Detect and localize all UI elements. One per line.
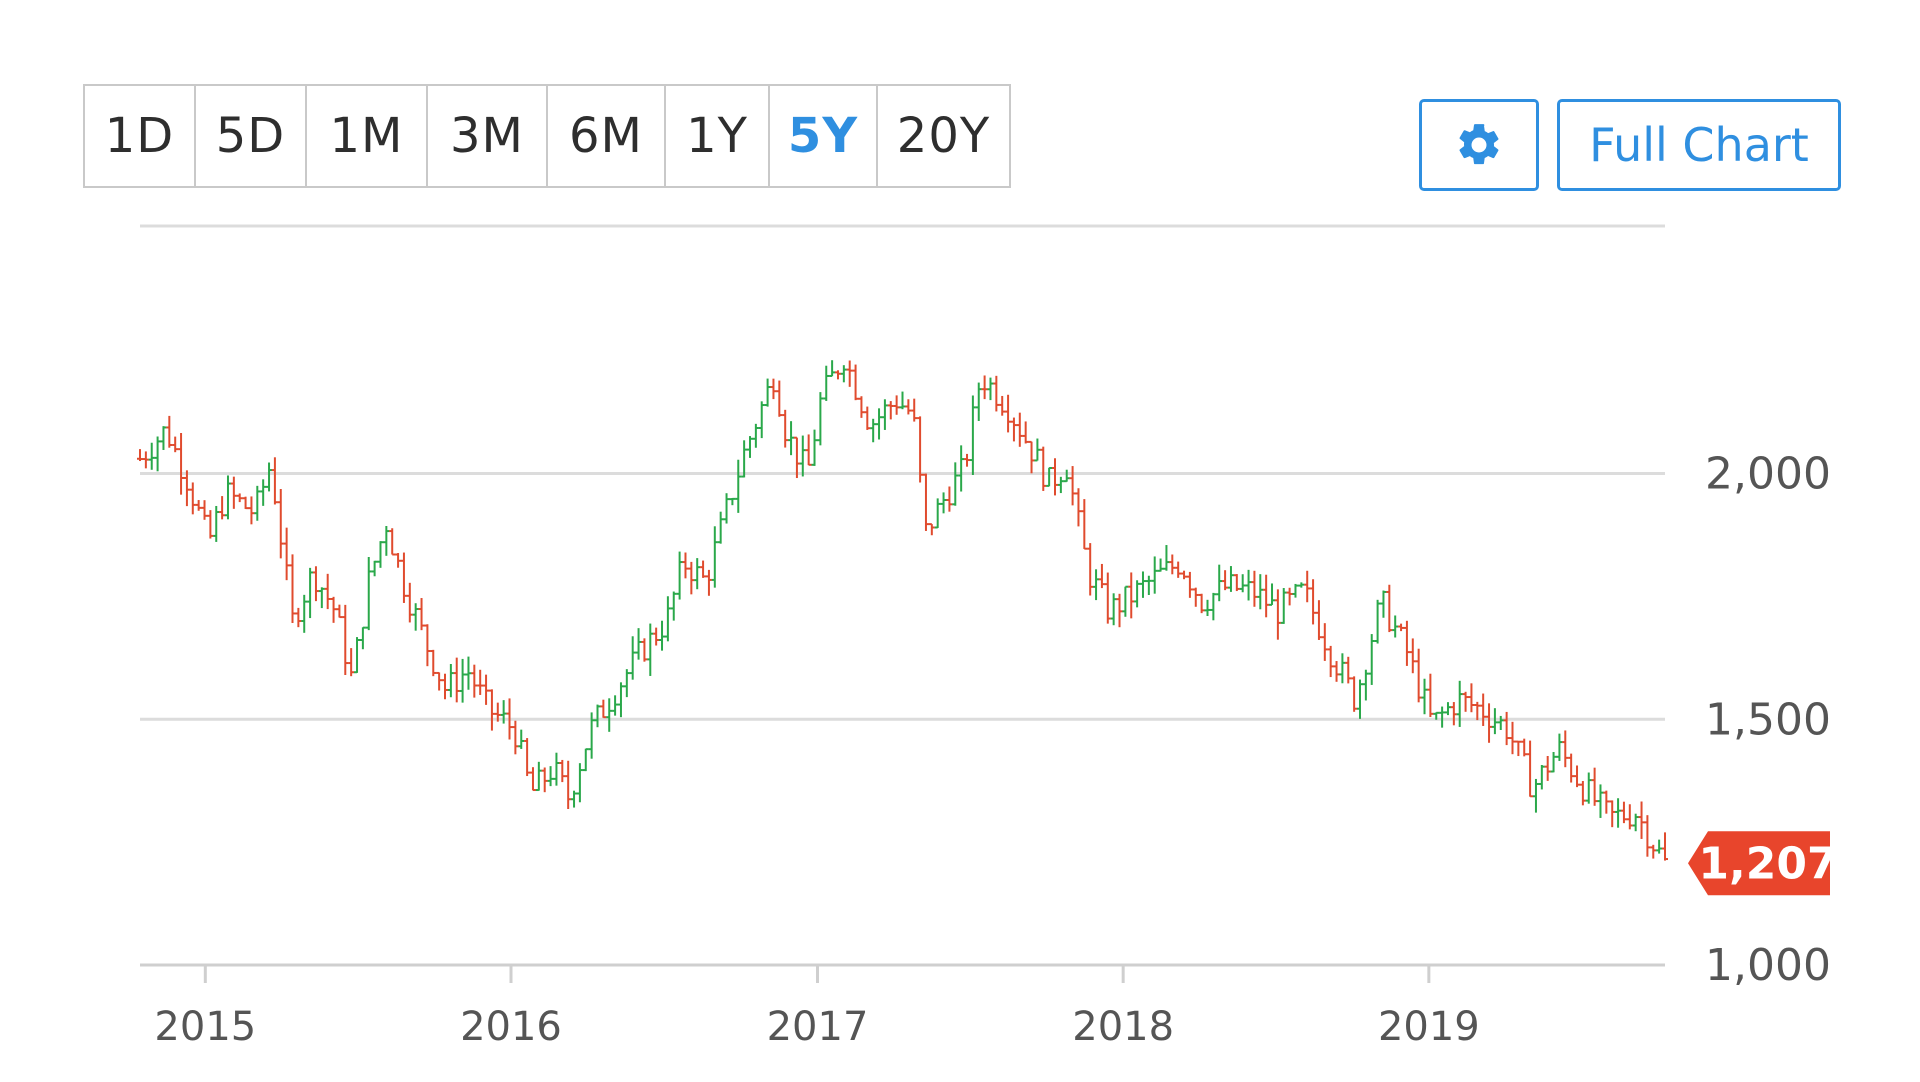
x-tick-label: 2016	[460, 1004, 562, 1050]
x-tick-label: 2017	[767, 1004, 869, 1050]
x-tick-label: 2018	[1072, 1004, 1174, 1050]
gear-icon	[1459, 124, 1499, 165]
chart-settings-button[interactable]	[1419, 99, 1539, 191]
y-tick-label: 1,000	[1705, 940, 1831, 991]
x-tick-label: 2015	[154, 1004, 256, 1050]
range-button-1y[interactable]: 1Y	[666, 86, 770, 186]
range-button-6m[interactable]: 6M	[548, 86, 666, 186]
x-tick-label: 2019	[1378, 1004, 1480, 1050]
y-tick-label: 2,000	[1705, 449, 1831, 500]
time-range-selector: 1D 5D 1M 3M 6M 1Y 5Y 20Y	[83, 84, 1011, 188]
range-button-5d[interactable]: 5D	[196, 86, 307, 186]
last-price-badge	[1688, 831, 1830, 896]
range-button-3m[interactable]: 3M	[428, 86, 548, 186]
full-chart-button[interactable]: Full Chart	[1557, 99, 1841, 191]
last-price-label: 1,207	[1698, 838, 1837, 889]
range-button-5y[interactable]: 5Y	[770, 86, 878, 186]
y-tick-label: 1,500	[1705, 694, 1831, 745]
range-button-1m[interactable]: 1M	[307, 86, 428, 186]
range-button-1d[interactable]: 1D	[85, 86, 196, 186]
range-button-20y[interactable]: 20Y	[896, 108, 991, 164]
